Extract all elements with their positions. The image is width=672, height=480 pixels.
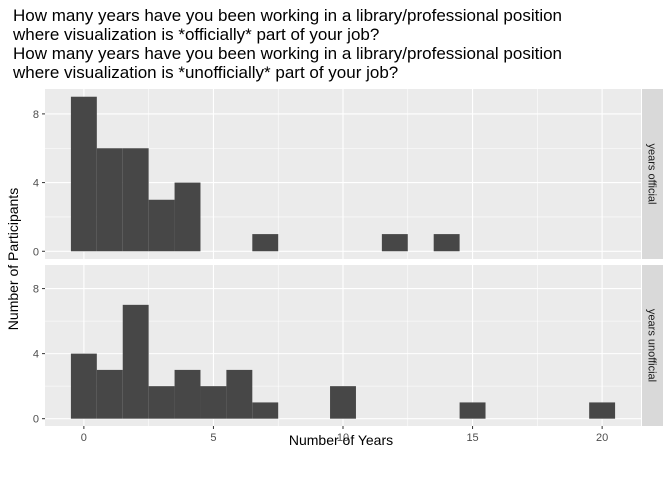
x-axis-title: Number of Years (289, 432, 393, 448)
histogram-bar (174, 369, 201, 419)
facet-panel-1: 0 4 8 years official (33, 89, 663, 259)
histogram-bar (226, 369, 253, 419)
title-line-1: How many years have you been working in … (13, 6, 562, 25)
histogram-bar (148, 386, 175, 419)
facet-strip-label: years unofficial (646, 309, 658, 382)
histogram-bar (96, 148, 123, 252)
title-line-4: where visualization is *unofficially* pa… (12, 63, 398, 82)
title-line-3: How many years have you been working in … (13, 44, 562, 63)
histogram-bar (148, 199, 175, 252)
y-tick-label: 4 (33, 178, 39, 190)
histogram-bar (70, 96, 97, 252)
y-axis-title: Number of Participants (5, 188, 21, 330)
facet-panel-2: 0 4 8 years unofficial (33, 265, 663, 426)
x-tick-label: 0 (81, 432, 87, 444)
histogram-bar (589, 402, 616, 419)
y-tick-label: 4 (33, 349, 39, 361)
facet-strip-label: years official (646, 144, 658, 205)
y-tick-label: 0 (33, 246, 39, 258)
y-tick-label: 8 (33, 109, 39, 121)
facet-strip (642, 265, 663, 426)
title-line-2: where visualization is *officially* part… (12, 25, 379, 44)
y-tick-label: 8 (33, 284, 39, 296)
histogram-bar (70, 353, 97, 419)
x-tick-label: 10 (337, 432, 349, 444)
y-tick-label: 0 (33, 414, 39, 426)
chart-title: How many years have you been working in … (12, 6, 562, 82)
histogram-bar (252, 402, 279, 419)
histogram-bar (381, 234, 408, 252)
x-tick-label: 5 (210, 432, 216, 444)
x-tick-label: 20 (596, 432, 608, 444)
histogram-bar (200, 386, 227, 419)
histogram-bar (174, 182, 201, 252)
facet-strip (642, 89, 663, 259)
histogram-bar (96, 369, 123, 419)
histogram-bar (122, 304, 149, 419)
histogram-bar (252, 234, 279, 252)
x-tick-label: 15 (466, 432, 478, 444)
histogram-bar (330, 386, 356, 419)
histogram-bar (459, 402, 486, 419)
histogram-bar (122, 148, 149, 252)
histogram-bar (433, 234, 460, 252)
